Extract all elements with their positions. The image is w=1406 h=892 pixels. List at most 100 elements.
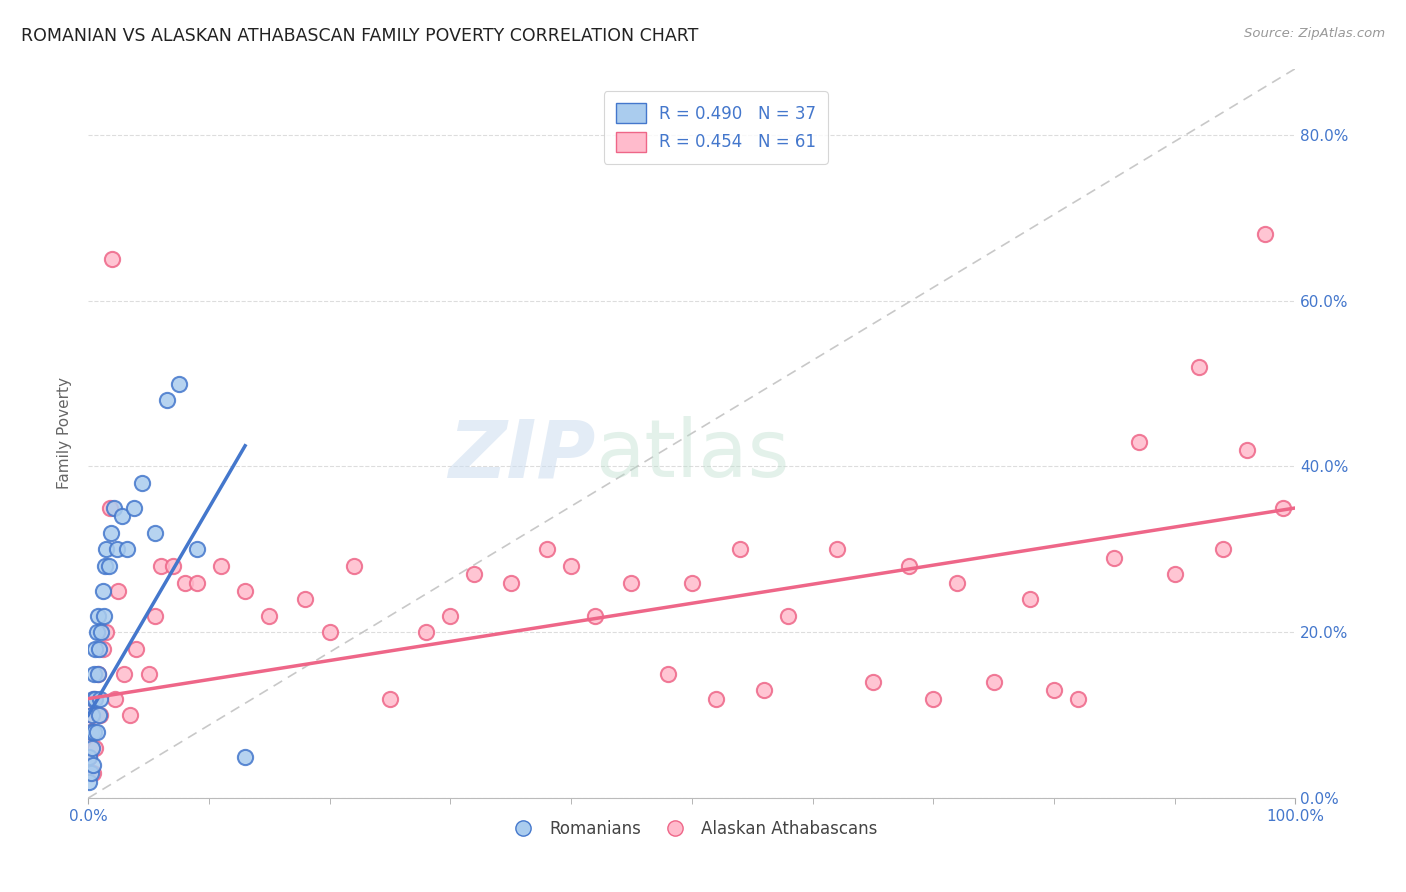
Point (104, 691, 127, 706)
Point (89, 691, 111, 706)
Point (167, 376, 190, 391)
Point (84, 691, 107, 706)
Point (103, 500, 125, 515)
Point (101, 252, 124, 267)
Legend: Romanians, Alaskan Athabascans: Romanians, Alaskan Athabascans (499, 814, 884, 845)
Point (704, 691, 727, 706)
Point (560, 559, 582, 574)
Point (80, 708, 103, 723)
Point (143, 525, 166, 540)
Point (91, 583, 114, 598)
Point (107, 583, 129, 598)
Point (583, 608, 606, 623)
Point (84, 741, 107, 756)
Point (463, 567, 485, 582)
Point (98, 500, 121, 515)
Point (186, 575, 208, 590)
Point (1272, 500, 1295, 515)
Point (79, 749, 101, 764)
Point (79, 774, 101, 789)
Point (1128, 434, 1150, 449)
Point (149, 559, 172, 574)
Point (1018, 592, 1040, 607)
Point (83, 724, 105, 739)
Text: atlas: atlas (595, 417, 790, 494)
Point (983, 675, 1005, 690)
Point (100, 525, 122, 540)
Point (173, 575, 195, 590)
Point (294, 592, 316, 607)
Point (1164, 567, 1187, 582)
Point (115, 542, 138, 557)
Text: ZIP: ZIP (449, 417, 595, 494)
Point (439, 608, 461, 623)
Point (946, 575, 969, 590)
Point (620, 575, 643, 590)
Point (728, 542, 751, 557)
Point (80, 708, 103, 723)
Point (80, 741, 103, 756)
Point (91, 641, 114, 656)
Point (898, 559, 921, 574)
Point (90, 625, 112, 640)
Point (111, 509, 134, 524)
Point (318, 625, 340, 640)
Point (120, 708, 142, 723)
Point (257, 608, 280, 623)
Point (87, 666, 110, 681)
Point (657, 666, 679, 681)
Point (87, 708, 110, 723)
Point (79, 724, 101, 739)
Point (233, 583, 256, 598)
Point (122, 500, 145, 515)
Point (87, 641, 110, 656)
Point (82, 766, 104, 780)
Point (86, 724, 108, 739)
Point (825, 542, 848, 557)
Text: ROMANIAN VS ALASKAN ATHABASCAN FAMILY POVERTY CORRELATION CHART: ROMANIAN VS ALASKAN ATHABASCAN FAMILY PO… (21, 27, 699, 45)
Point (209, 559, 232, 574)
Point (96, 542, 118, 557)
Point (922, 691, 945, 706)
Point (82, 691, 104, 706)
Point (82, 758, 104, 772)
Point (87, 608, 110, 623)
Point (156, 393, 179, 408)
Y-axis label: Family Poverty: Family Poverty (58, 377, 72, 490)
Point (125, 641, 148, 656)
Point (105, 542, 128, 557)
Point (1188, 359, 1211, 374)
Point (754, 683, 776, 698)
Point (86, 625, 108, 640)
Point (138, 666, 160, 681)
Point (79, 766, 101, 780)
Point (93, 608, 115, 623)
Point (233, 749, 256, 764)
Point (83, 666, 105, 681)
Point (1043, 683, 1066, 698)
Point (89, 708, 111, 723)
Point (162, 559, 184, 574)
Point (84, 641, 107, 656)
Point (681, 575, 703, 590)
Point (1104, 550, 1126, 565)
Point (186, 542, 208, 557)
Point (415, 625, 437, 640)
Point (1212, 542, 1234, 557)
Point (97, 559, 120, 574)
Point (83, 691, 105, 706)
Point (79, 724, 101, 739)
Point (536, 542, 558, 557)
Point (131, 476, 153, 491)
Point (499, 575, 522, 590)
Point (94, 559, 117, 574)
Point (96, 625, 118, 640)
Point (1236, 442, 1258, 457)
Point (1067, 691, 1090, 706)
Point (87, 666, 110, 681)
Point (343, 559, 366, 574)
Point (1254, 227, 1277, 242)
Point (862, 675, 884, 690)
Point (378, 691, 401, 706)
Text: Source: ZipAtlas.com: Source: ZipAtlas.com (1244, 27, 1385, 40)
